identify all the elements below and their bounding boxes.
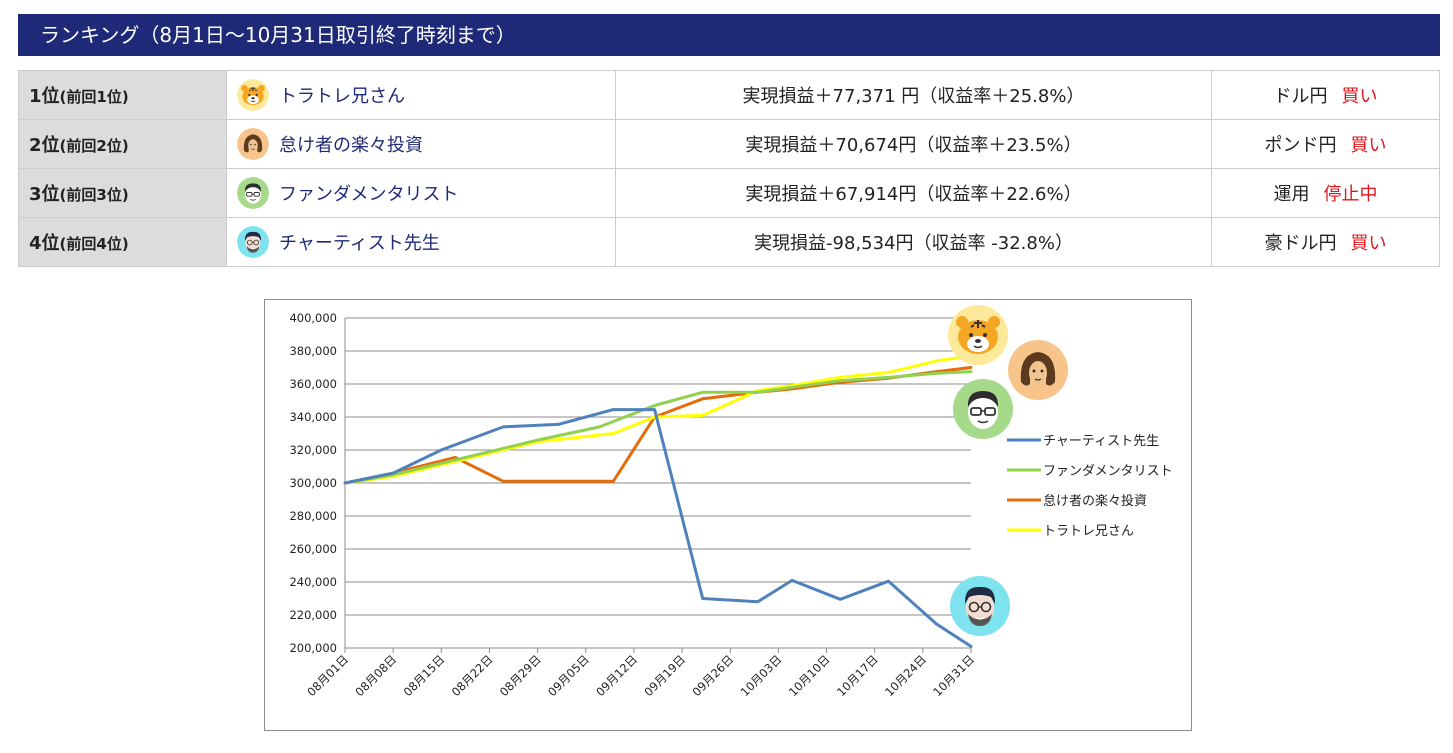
line-chart-svg: 200,000 220,000 240,000 260,000 280,000 300,0…	[289, 305, 1173, 699]
x-tick-label: 08月22日	[449, 652, 496, 699]
y-tick-label: 400,000	[289, 311, 337, 325]
table-row: 2位(前回2位) 怠け者の楽々投資 実現損益＋70,674円（収益率＋23.5%…	[18, 119, 1440, 169]
previous-rank-label: (前回4位)	[59, 235, 129, 253]
x-tick-label: 10月31日	[930, 652, 977, 699]
long-hair-avatar-icon	[237, 128, 269, 160]
table-row: 3位(前回3位) ファンダメンタリスト 実現損益＋67,914円（収益率＋22.…	[18, 168, 1440, 218]
position-cell: ドル円 買い	[1211, 70, 1440, 120]
tiger-avatar-icon	[237, 79, 269, 111]
bearded-avatar-icon	[950, 576, 1010, 636]
y-tick-label: 320,000	[289, 443, 337, 457]
previous-rank-label: (前回1位)	[59, 88, 129, 106]
pnl-text: 実現損益-98,534円（収益率 -32.8%）	[754, 233, 1073, 254]
currency-pair: 豪ドル円	[1264, 233, 1337, 254]
glasses-avatar-icon	[237, 177, 269, 209]
action-label: 買い	[1341, 86, 1378, 107]
currency-pair: 運用	[1273, 184, 1310, 205]
rank-label: 1位	[29, 86, 60, 107]
y-tick-label: 220,000	[289, 608, 337, 622]
x-tick-label: 09月05日	[545, 652, 592, 699]
rank-label: 3位	[29, 184, 60, 205]
pnl-cell: 実現損益-98,534円（収益率 -32.8%）	[615, 217, 1212, 267]
trader-cell: チャーティスト先生	[226, 217, 616, 267]
x-tick-label: 08月08日	[352, 652, 399, 699]
legend-label: トラトレ兄さん	[1043, 524, 1134, 539]
series-line	[343, 408, 973, 648]
y-tick-label: 260,000	[289, 542, 337, 556]
glasses-avatar-icon	[953, 379, 1013, 439]
x-tick-label: 08月01日	[304, 652, 351, 699]
y-tick-label: 200,000	[289, 641, 337, 655]
x-tick-label: 08月29日	[497, 652, 544, 699]
rank-cell: 3位(前回3位)	[18, 168, 227, 218]
trader-cell: ファンダメンタリスト	[226, 168, 616, 218]
pnl-text: 実現損益＋77,371 円（収益率＋25.8%）	[742, 86, 1085, 107]
x-tick-label: 10月10日	[786, 652, 833, 699]
x-tick-label: 09月26日	[689, 652, 736, 699]
legend-label: 怠け者の楽々投資	[1043, 493, 1147, 509]
action-label: 買い	[1350, 135, 1387, 156]
y-tick-label: 280,000	[289, 509, 337, 523]
y-tick-label: 300,000	[289, 476, 337, 490]
action-label: 買い	[1350, 233, 1387, 254]
trader-cell: 怠け者の楽々投資	[226, 119, 616, 169]
bearded-avatar-icon	[237, 226, 269, 258]
trader-name: チャーティスト先生	[279, 233, 440, 254]
table-row: 4位(前回4位) チャーティスト先生 実現損益-98,534円（収益率 -32.…	[18, 217, 1440, 267]
trader-cell: トラトレ兄さん	[226, 70, 616, 120]
legend-label: チャーティスト先生	[1043, 434, 1159, 449]
previous-rank-label: (前回3位)	[59, 186, 129, 204]
currency-pair: ポンド円	[1264, 135, 1337, 156]
pnl-text: 実現損益＋67,914円（収益率＋22.6%）	[745, 184, 1082, 205]
series-line	[343, 354, 973, 485]
page-title: ランキング（8月1日～10月31日取引終了時刻まで）	[40, 23, 516, 47]
y-tick-label: 360,000	[289, 377, 337, 391]
table-row: 1位(前回1位) トラトレ兄さん 実現損益＋77,371 円（収益率＋25.8%…	[18, 70, 1440, 120]
x-tick-label: 10月17日	[834, 652, 881, 699]
previous-rank-label: (前回2位)	[59, 137, 129, 155]
rank-cell: 4位(前回4位)	[18, 217, 227, 267]
series-line	[343, 370, 973, 485]
rank-label: 2位	[29, 135, 60, 156]
rank-cell: 1位(前回1位)	[18, 70, 227, 120]
pnl-cell: 実現損益＋70,674円（収益率＋23.5%）	[615, 119, 1212, 169]
x-tick-label: 10月24日	[882, 652, 929, 699]
position-cell: 運用 停止中	[1211, 168, 1440, 218]
tiger-avatar-icon	[948, 305, 1008, 365]
pnl-text: 実現損益＋70,674円（収益率＋23.5%）	[745, 135, 1082, 156]
rank-cell: 2位(前回2位)	[18, 119, 227, 169]
trader-name: ファンダメンタリスト	[279, 184, 459, 205]
trader-name: トラトレ兄さん	[279, 86, 405, 107]
ranking-table: 1位(前回1位) トラトレ兄さん 実現損益＋77,371 円（収益率＋25.8%…	[18, 70, 1440, 267]
x-tick-label: 10月03日	[738, 652, 785, 699]
trader-name: 怠け者の楽々投資	[279, 135, 423, 156]
y-tick-label: 340,000	[289, 410, 337, 424]
long-hair-avatar-icon	[1008, 340, 1068, 400]
x-tick-label: 08月15日	[401, 652, 448, 699]
position-cell: 豪ドル円 買い	[1211, 217, 1440, 267]
rank-label: 4位	[29, 233, 60, 254]
pnl-cell: 実現損益＋67,914円（収益率＋22.6%）	[615, 168, 1212, 218]
ranking-title-bar: ランキング（8月1日～10月31日取引終了時刻まで）	[18, 14, 1440, 56]
y-tick-label: 240,000	[289, 575, 337, 589]
pnl-cell: 実現損益＋77,371 円（収益率＋25.8%）	[615, 70, 1212, 120]
x-tick-label: 09月12日	[593, 652, 640, 699]
currency-pair: ドル円	[1273, 86, 1328, 107]
x-tick-label: 09月19日	[641, 652, 688, 699]
performance-chart: 200,000 220,000 240,000 260,000 280,000 300,0…	[264, 299, 1192, 731]
action-label: 停止中	[1323, 184, 1378, 205]
legend-label: ファンダメンタリスト	[1043, 464, 1173, 479]
position-cell: ポンド円 買い	[1211, 119, 1440, 169]
y-tick-label: 380,000	[289, 344, 337, 358]
